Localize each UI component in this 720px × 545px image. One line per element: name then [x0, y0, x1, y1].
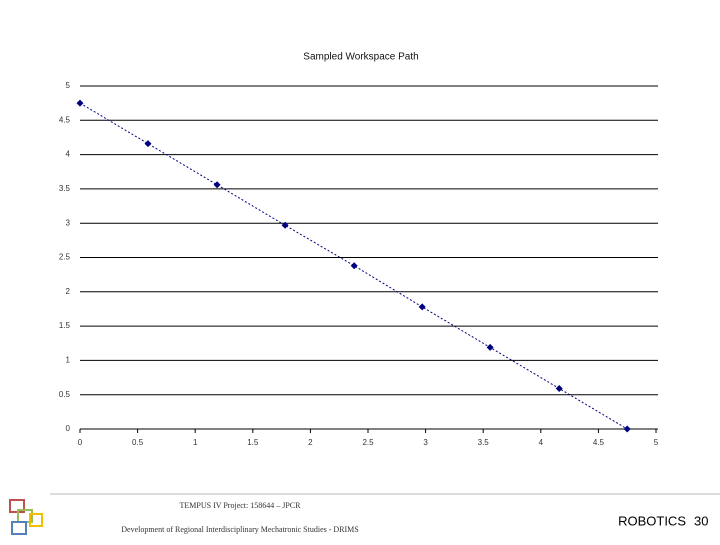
y-tick-label: 0.5 — [59, 390, 71, 399]
x-tick-label: 4 — [539, 438, 544, 447]
page-number: 30 — [694, 513, 708, 528]
x-tick-label: 0 — [78, 438, 83, 447]
y-tick-label: 3 — [66, 218, 71, 227]
y-tick-label: 5 — [66, 81, 71, 90]
y-tick-label: 1 — [66, 356, 71, 365]
marker — [486, 343, 494, 351]
marker — [350, 262, 358, 270]
y-tick-label: 2.5 — [59, 253, 71, 262]
marker — [623, 425, 631, 433]
x-tick-label: 0.5 — [132, 438, 144, 447]
x-tick-label: 2.5 — [362, 438, 374, 447]
x-tick-label: 5 — [654, 438, 659, 447]
logo-square — [11, 521, 27, 535]
footer-project: TEMPUS IV Project: 158644 – JPCR — [180, 501, 302, 510]
x-tick-label: 1 — [193, 438, 198, 447]
logo-square — [29, 513, 43, 527]
y-tick-label: 4.5 — [59, 115, 71, 124]
marker — [418, 303, 426, 311]
marker — [281, 221, 289, 229]
x-tick-label: 1.5 — [247, 438, 259, 447]
y-tick-label: 0 — [66, 424, 71, 433]
marker — [76, 99, 84, 107]
series-line — [79, 102, 628, 430]
footer-course: ROBOTICS — [618, 513, 686, 528]
footer-program: Development of Regional Interdisciplinar… — [121, 525, 359, 534]
x-tick-label: 3 — [423, 438, 428, 447]
x-tick-label: 2 — [308, 438, 313, 447]
x-tick-label: 4.5 — [593, 438, 605, 447]
logo — [9, 499, 43, 535]
marker — [555, 385, 563, 393]
y-tick-label: 2 — [66, 287, 71, 296]
x-tick-label: 3.5 — [478, 438, 490, 447]
marker — [213, 181, 221, 189]
chart-title: Sampled Workspace Path — [303, 52, 418, 63]
marker — [144, 140, 152, 148]
y-tick-label: 4 — [66, 150, 71, 159]
y-tick-label: 3.5 — [59, 184, 71, 193]
y-tick-label: 1.5 — [59, 321, 71, 330]
